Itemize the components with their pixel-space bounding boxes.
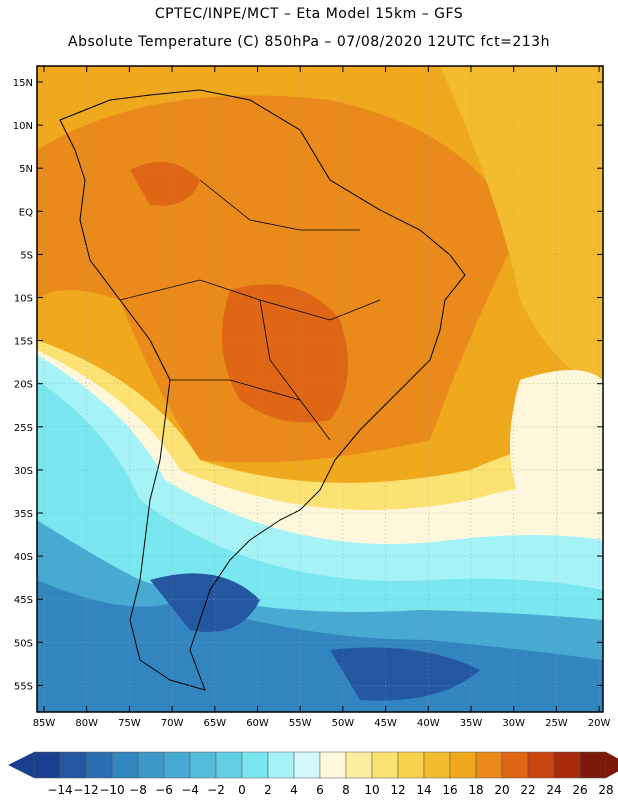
lon-label: 55W [289,718,312,729]
colorbar-swatch [423,751,451,779]
lon-label: 75W [118,718,141,729]
colorbar-label: 12 [390,783,405,797]
lat-label: 10N [13,121,33,132]
colorbar-label: −10 [99,783,124,797]
figure-title: CPTEC/INPE/MCT – Eta Model 15km – GFS [154,6,464,22]
lat-label: 35S [14,509,33,520]
lat-label: 15S [14,337,33,348]
axis-ticks: 15N 10N 5N EQ 5S 10S 15S 20S 25S 30S 35S 40S 45S 50S 5… [13,66,611,729]
colorbar-label: −12 [73,783,98,797]
lat-label: 45S [14,595,33,606]
colorbar-swatch [397,751,425,779]
lon-label: 65W [203,718,226,729]
colorbar-label: 18 [468,783,483,797]
lat-label: 10S [14,294,33,305]
lat-label: 40S [14,552,33,563]
colorbar-label: 8 [342,783,350,797]
lon-label: 80W [75,718,98,729]
colorbar-swatch [527,751,555,779]
colorbar-label: 14 [416,783,431,797]
colorbar-label: −2 [207,783,225,797]
colorbar-swatch [319,751,347,779]
colorbar-swatch [33,751,61,779]
colorbar-swatch [293,751,321,779]
colorbar-label: 16 [442,783,457,797]
colorbar-label: −8 [129,783,147,797]
colorbar-arrow-low [8,752,34,778]
colorbar-label: −6 [155,783,173,797]
lat-label: 15N [13,78,33,89]
colorbar-label: 28 [598,783,613,797]
lon-label: 70W [161,718,184,729]
lon-label: 50W [332,718,355,729]
temperature-field-22b [130,162,200,206]
colorbar-swatch [475,751,503,779]
colorbar-label: 10 [364,783,379,797]
colorbar: −14 −12 −10 −8 −6 −4 −2 0 2 4 6 8 10 12 14 16 18 20 22 24 26… [8,751,618,797]
colorbar-swatch [215,751,243,779]
lon-label: 25W [545,718,568,729]
colorbar-swatch [371,751,399,779]
colorbar-swatch [579,751,607,779]
lon-label: 40W [417,718,440,729]
colorbar-labels: −14 −12 −10 −8 −6 −4 −2 0 2 4 6 8 10 12 14 16 18 20 22 24 26… [47,783,613,797]
colorbar-swatch [137,751,165,779]
lat-label: 25S [14,423,33,434]
colorbar-swatch [241,751,269,779]
colorbar-swatch [553,751,581,779]
country-border-4 [259,299,301,401]
map-frame [36,65,604,713]
lon-label: 30W [502,718,525,729]
colorbar-label: 22 [520,783,535,797]
colorbar-swatch [189,751,217,779]
lat-label: 50S [14,638,33,649]
colorbar-label: 4 [290,783,298,797]
lat-label: 5S [20,250,33,261]
country-border-2 [170,379,331,441]
temperature-field-m12 [150,573,260,632]
figure-subtitle: Absolute Temperature (C) 850hPa – 07/08/… [68,34,550,50]
colorbar-swatch [111,751,139,779]
colorbar-label: 20 [494,783,509,797]
colorbar-swatch [345,751,373,779]
lon-label: 45W [374,718,397,729]
colorbar-arrow-high [606,752,618,778]
lat-label: 5N [19,164,33,175]
temperature-map: 15N 10N 5N EQ 5S 10S 15S 20S 25S 30S 35S 40S 45S 50S 5… [13,65,611,729]
colorbar-swatches [8,751,618,779]
lat-label: 55S [14,681,33,692]
map-field [37,66,603,712]
lat-label: 20S [14,380,33,391]
lon-label: 20W [588,718,611,729]
colorbar-label: −4 [181,783,199,797]
colorbar-swatch [501,751,529,779]
colorbar-swatch [163,751,191,779]
lon-label: 85W [33,718,56,729]
colorbar-label: 24 [546,783,561,797]
colorbar-swatch [267,751,295,779]
colorbar-label: −14 [47,783,72,797]
lat-label: EQ [19,207,33,218]
temperature-field-m12b [330,647,480,701]
colorbar-label: 26 [572,783,587,797]
colorbar-label: 0 [238,783,246,797]
colorbar-swatch [85,751,113,779]
colorbar-label: 2 [264,783,272,797]
country-border-3 [199,179,360,231]
lat-label: 30S [14,466,33,477]
lon-label: 35W [460,718,483,729]
colorbar-label: 6 [316,783,324,797]
lon-label: 60W [246,718,269,729]
temperature-field-22 [222,284,348,423]
temperature-field-16 [440,66,603,380]
colorbar-swatch [449,751,477,779]
colorbar-swatch [59,751,87,779]
